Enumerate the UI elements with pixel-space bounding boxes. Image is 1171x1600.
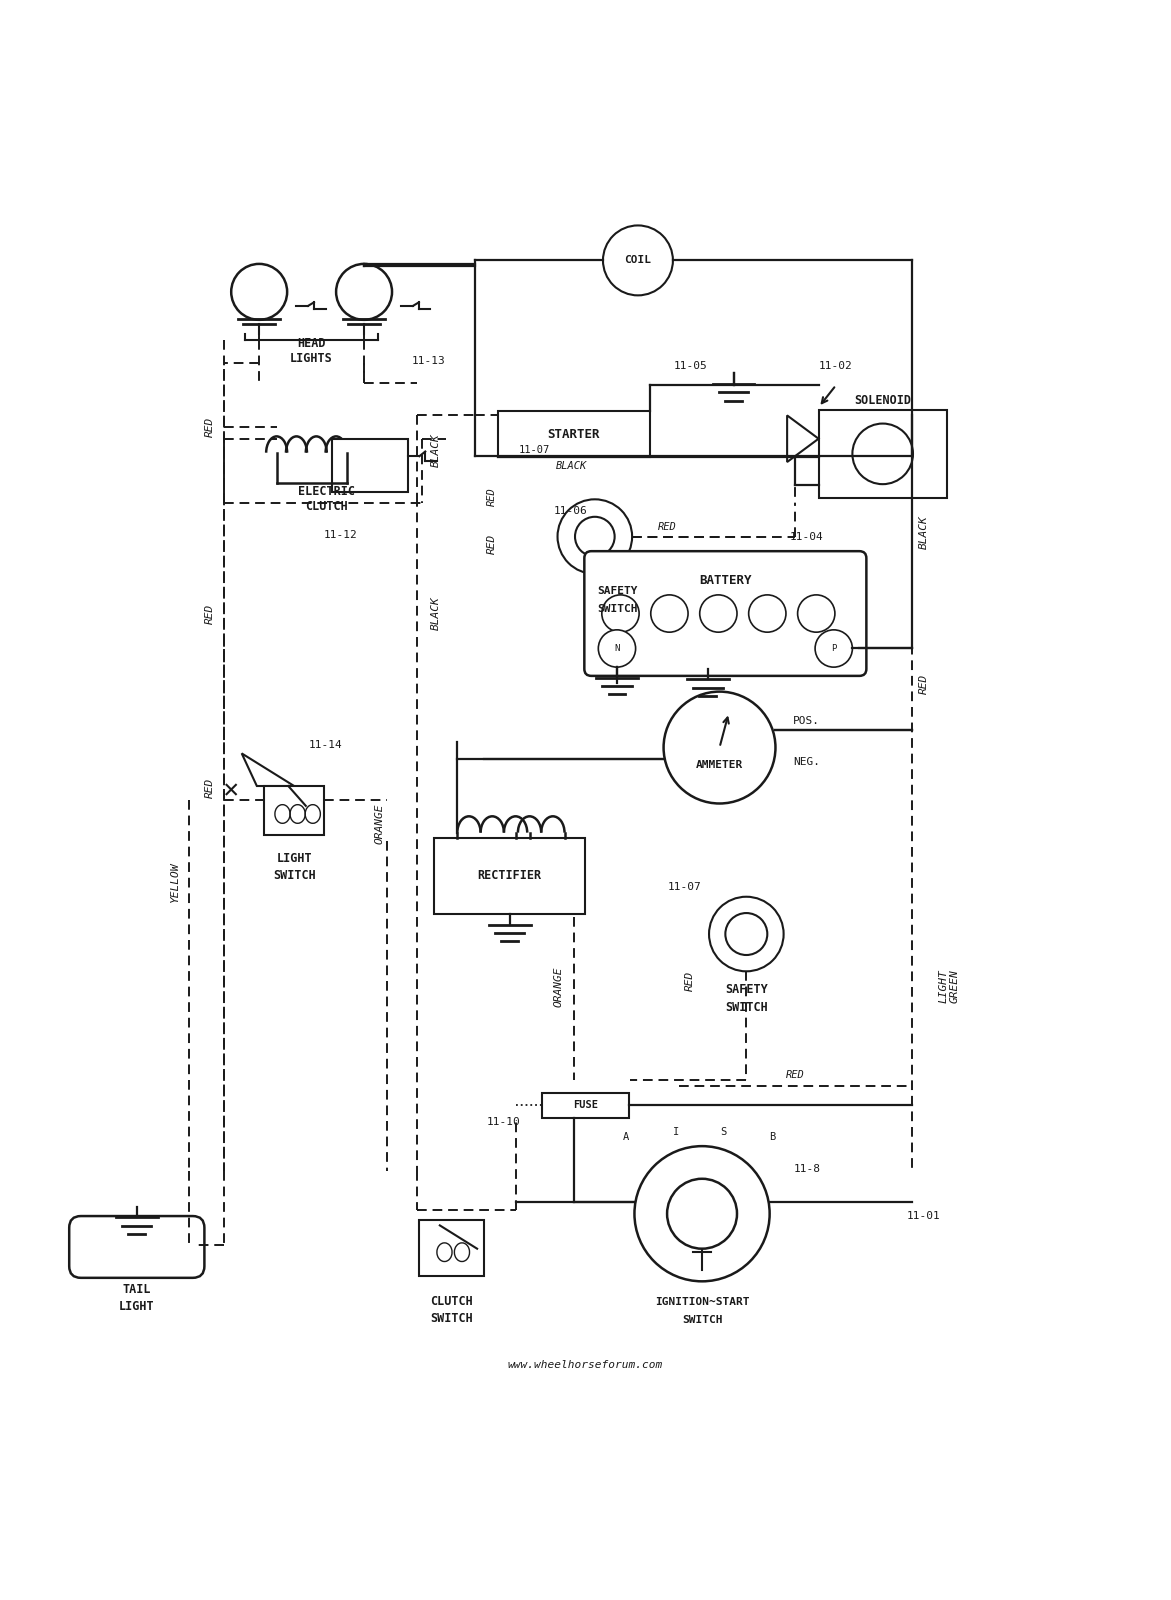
Text: 11-04: 11-04 xyxy=(790,531,824,542)
Circle shape xyxy=(231,264,287,320)
Circle shape xyxy=(598,630,636,667)
Text: I: I xyxy=(673,1126,679,1138)
Circle shape xyxy=(700,595,737,632)
Text: 11-01: 11-01 xyxy=(906,1211,940,1221)
Text: 11-05: 11-05 xyxy=(673,362,707,371)
FancyBboxPatch shape xyxy=(584,550,867,675)
Text: LIGHT: LIGHT xyxy=(276,851,311,864)
Bar xyxy=(434,838,586,914)
Text: SWITCH: SWITCH xyxy=(597,603,638,614)
Circle shape xyxy=(815,630,852,667)
Text: 11-07: 11-07 xyxy=(519,445,550,456)
Text: SWITCH: SWITCH xyxy=(273,869,315,882)
Text: 11-8: 11-8 xyxy=(794,1165,821,1174)
Text: B: B xyxy=(769,1131,775,1142)
Text: 11-10: 11-10 xyxy=(487,1117,521,1126)
Circle shape xyxy=(664,691,775,803)
Text: RED: RED xyxy=(685,971,696,990)
Bar xyxy=(498,411,650,458)
Circle shape xyxy=(575,517,615,557)
Text: LIGHT
GREEN: LIGHT GREEN xyxy=(938,970,960,1003)
Text: RED: RED xyxy=(918,674,929,693)
Circle shape xyxy=(557,499,632,574)
Text: N: N xyxy=(615,643,619,653)
Text: RED: RED xyxy=(487,488,498,506)
Bar xyxy=(333,440,408,491)
Circle shape xyxy=(667,1179,737,1248)
Text: POS.: POS. xyxy=(793,715,820,726)
Bar xyxy=(819,410,947,498)
Circle shape xyxy=(852,424,913,485)
Text: P: P xyxy=(831,643,836,653)
Text: BLACK: BLACK xyxy=(431,434,441,467)
Text: YELLOW: YELLOW xyxy=(170,861,180,902)
Text: SOLENOID: SOLENOID xyxy=(854,394,911,406)
Text: SWITCH: SWITCH xyxy=(725,1002,768,1014)
Bar xyxy=(419,1219,484,1275)
FancyBboxPatch shape xyxy=(69,1216,205,1278)
Circle shape xyxy=(748,595,786,632)
Circle shape xyxy=(602,595,639,632)
Text: LIGHT: LIGHT xyxy=(119,1301,155,1314)
Text: 11-07: 11-07 xyxy=(667,883,701,893)
Text: ORANGE: ORANGE xyxy=(375,803,384,843)
Text: SAFETY: SAFETY xyxy=(597,586,638,597)
Text: 11-13: 11-13 xyxy=(411,355,445,366)
Text: RED: RED xyxy=(205,603,215,624)
Text: ELECTRIC
CLUTCH: ELECTRIC CLUTCH xyxy=(299,485,355,514)
Text: RED: RED xyxy=(205,418,215,437)
Text: 11-02: 11-02 xyxy=(820,362,852,371)
Text: AMMETER: AMMETER xyxy=(696,760,744,770)
Text: 11-14: 11-14 xyxy=(309,741,342,750)
Circle shape xyxy=(603,226,673,296)
Text: BATTERY: BATTERY xyxy=(699,574,752,587)
Circle shape xyxy=(725,914,767,955)
Text: S: S xyxy=(720,1126,726,1138)
Polygon shape xyxy=(241,754,294,786)
Text: A: A xyxy=(623,1131,630,1142)
Text: STARTER: STARTER xyxy=(548,427,600,440)
Text: HEAD
LIGHTS: HEAD LIGHTS xyxy=(290,338,333,365)
Text: CLUTCH: CLUTCH xyxy=(430,1294,473,1307)
Text: IGNITION~START: IGNITION~START xyxy=(655,1298,749,1307)
Circle shape xyxy=(635,1146,769,1282)
Text: RED: RED xyxy=(205,778,215,798)
Text: BLACK: BLACK xyxy=(431,597,441,630)
Text: COIL: COIL xyxy=(624,256,651,266)
Text: 11-12: 11-12 xyxy=(324,531,357,541)
Circle shape xyxy=(797,595,835,632)
Text: 11-06: 11-06 xyxy=(554,506,587,515)
Text: SWITCH: SWITCH xyxy=(682,1315,723,1325)
Text: BLACK: BLACK xyxy=(556,461,588,470)
Text: NEG.: NEG. xyxy=(793,757,820,766)
Text: RECTIFIER: RECTIFIER xyxy=(478,869,542,882)
Circle shape xyxy=(708,896,783,971)
Polygon shape xyxy=(787,416,819,462)
Text: SAFETY: SAFETY xyxy=(725,984,768,997)
Text: TAIL: TAIL xyxy=(123,1283,151,1296)
Circle shape xyxy=(651,595,689,632)
Bar xyxy=(263,786,324,835)
Text: RED: RED xyxy=(487,533,498,554)
Bar xyxy=(542,1093,629,1118)
Text: BLACK: BLACK xyxy=(918,515,929,549)
Text: RED: RED xyxy=(786,1070,804,1080)
Text: RED: RED xyxy=(658,522,677,533)
Text: ORANGE: ORANGE xyxy=(554,966,563,1006)
Circle shape xyxy=(336,264,392,320)
Text: www.wheelhorseforum.com: www.wheelhorseforum.com xyxy=(508,1360,663,1370)
Text: FUSE: FUSE xyxy=(573,1101,598,1110)
Text: SWITCH: SWITCH xyxy=(430,1312,473,1325)
